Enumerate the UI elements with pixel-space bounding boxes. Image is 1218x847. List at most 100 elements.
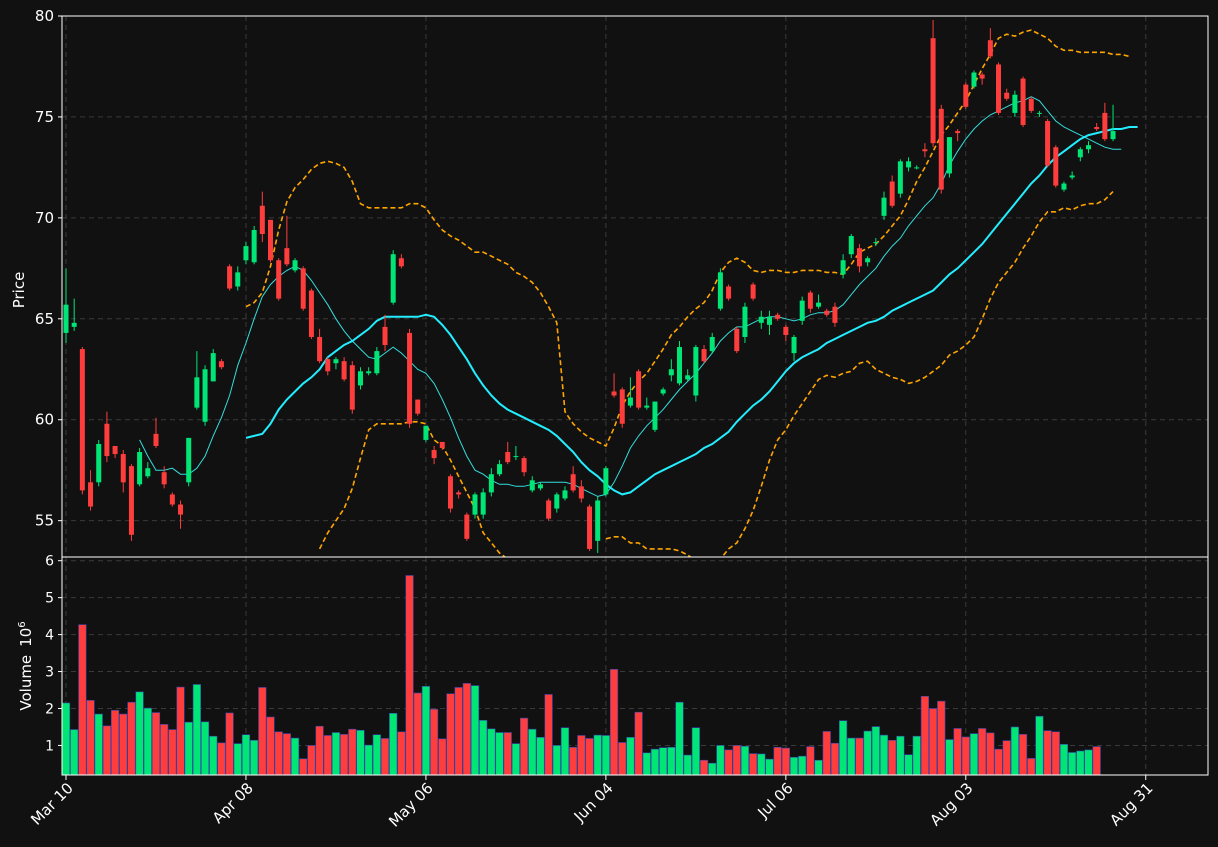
candle-body	[889, 181, 895, 206]
volume-bar	[127, 701, 136, 776]
candle	[922, 143, 928, 158]
volume-bar	[937, 700, 946, 776]
volume-bar	[716, 745, 725, 776]
candle	[1086, 141, 1091, 154]
volume-bar	[200, 721, 210, 776]
candle-body	[668, 369, 674, 376]
candle-body	[750, 284, 756, 299]
volume-bar	[405, 575, 414, 776]
candle	[562, 486, 568, 501]
candle-body	[783, 326, 789, 335]
candle-body	[799, 300, 805, 321]
candle	[194, 351, 200, 410]
candle-body	[112, 445, 118, 455]
candle	[660, 387, 666, 396]
candle	[169, 492, 175, 507]
price-grid	[62, 15, 1208, 557]
upper-band-line	[245, 29, 1130, 448]
volume-bar	[1084, 749, 1093, 776]
volume-bar	[544, 694, 553, 776]
candle-body	[227, 266, 233, 289]
candle	[235, 266, 241, 291]
candle	[554, 492, 560, 513]
volume-bar	[413, 692, 422, 776]
candle	[300, 266, 306, 311]
candle-body	[906, 161, 912, 168]
candle	[848, 234, 854, 259]
candle-body	[308, 290, 314, 337]
candle-body	[153, 433, 159, 446]
candle	[333, 357, 339, 370]
volume-bar	[78, 624, 87, 776]
candle-body	[816, 302, 822, 307]
volume-bar	[838, 720, 848, 776]
candle-body	[145, 468, 151, 477]
candle-body	[693, 347, 699, 396]
candle	[268, 219, 273, 263]
price-panel: 55 60 65 70 75 80 Price	[10, 7, 1209, 558]
volume-y-ticks: 1 2 3 4 5 6	[45, 554, 62, 754]
volume-bar	[1035, 715, 1044, 776]
volume-bar	[331, 732, 341, 776]
volume-tick-label: 3	[45, 665, 54, 681]
volume-bar	[250, 739, 259, 776]
volume-bar	[356, 729, 365, 776]
candle-body	[1077, 149, 1083, 158]
volume-bar	[920, 695, 929, 776]
volume-bar	[421, 686, 431, 776]
candle-body	[1086, 145, 1091, 150]
candle-body	[554, 494, 560, 509]
candle	[79, 347, 85, 495]
volume-bar	[1051, 731, 1060, 776]
candle	[603, 466, 609, 497]
volume-bar	[863, 730, 872, 776]
candle-body	[178, 504, 184, 515]
candle	[807, 290, 813, 313]
candle	[873, 238, 879, 247]
candle-body	[1110, 131, 1116, 140]
volume-bar	[364, 744, 373, 776]
candle-body	[611, 391, 617, 396]
volume-bar	[233, 743, 242, 776]
volume-bar	[1010, 726, 1019, 776]
volume-bar	[528, 728, 537, 776]
volume-bar	[659, 747, 668, 776]
candle-body	[456, 492, 462, 495]
volume-label-text: Volume	[17, 655, 35, 711]
candle-body	[775, 314, 781, 319]
candle-body	[63, 304, 69, 333]
candle-body	[791, 336, 797, 354]
candle-body	[497, 464, 503, 475]
volume-bar	[94, 713, 103, 776]
volume-bar	[258, 687, 267, 776]
candle	[202, 365, 208, 426]
candle	[832, 302, 838, 327]
candle-body	[325, 359, 331, 372]
candle	[930, 20, 936, 148]
candle-body	[1012, 94, 1018, 113]
volume-bar	[438, 738, 447, 776]
candle-body	[987, 40, 993, 57]
candle	[709, 332, 715, 354]
volume-bar	[1068, 752, 1077, 776]
volume-tick-label: 2	[45, 701, 54, 717]
volume-bar	[266, 716, 275, 776]
volume-bar	[642, 752, 651, 776]
candle	[979, 72, 985, 85]
candle	[627, 377, 633, 408]
candle-body	[521, 458, 527, 473]
volume-bar	[380, 738, 390, 776]
candle	[488, 468, 494, 497]
volume-bar	[307, 745, 316, 776]
candle-body	[218, 361, 224, 368]
volume-bar	[871, 726, 880, 776]
candle	[996, 62, 1002, 115]
candle-body	[971, 72, 977, 87]
candle-body	[480, 492, 486, 515]
candle-body	[439, 441, 445, 448]
candle-body	[660, 389, 666, 394]
candle	[840, 254, 846, 279]
candle	[112, 445, 118, 459]
candle	[955, 129, 961, 142]
